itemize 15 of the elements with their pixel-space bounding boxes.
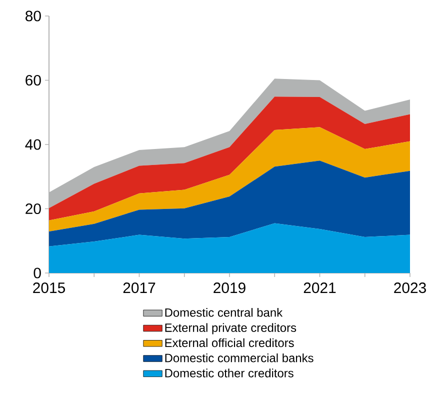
legend-label: Domestic other creditors <box>165 368 294 378</box>
y-tick-label: 60 <box>26 74 41 86</box>
x-tick-label: 2015 <box>33 282 65 294</box>
y-tick-label: 80 <box>26 10 41 22</box>
y-tick-label: 0 <box>34 268 41 278</box>
x-tick-label: 2017 <box>123 282 156 294</box>
legend-label: External private creditors <box>165 323 296 334</box>
legend-label: Domestic central bank <box>165 308 283 317</box>
legend-label: External official creditors <box>165 338 294 348</box>
x-tick-label: 2023 <box>394 282 426 294</box>
y-tick-label: 40 <box>25 139 41 150</box>
x-tick-label: 2021 <box>304 282 336 294</box>
y-tick-label: 20 <box>26 203 41 214</box>
x-tick-label: 2019 <box>214 282 246 294</box>
legend-label: Domestic commercial banks <box>165 353 314 362</box>
